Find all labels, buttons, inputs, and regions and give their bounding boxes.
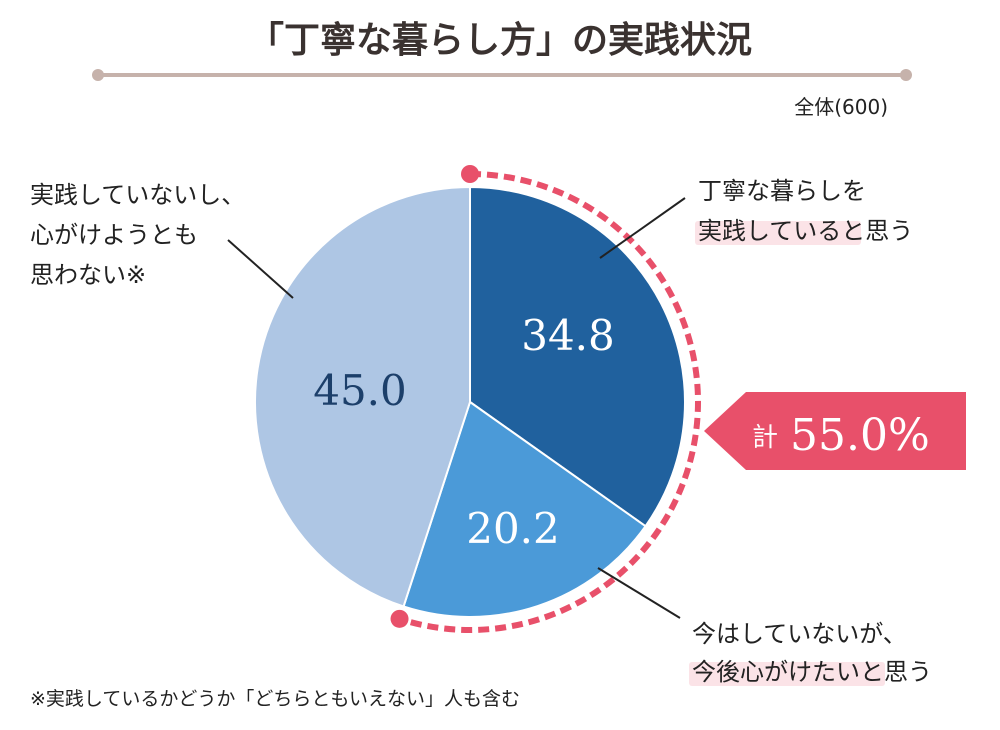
slice-future [402, 400, 647, 618]
total-badge-shape [704, 392, 966, 470]
accent-arc-start-dot [461, 165, 479, 183]
total-badge-value: 55.0% [790, 410, 930, 461]
callout-practicing: 丁寧な暮らしを 実践していると思う [695, 177, 913, 245]
leader-line-future [597, 567, 681, 619]
accent-dashed-arc [398, 171, 701, 633]
base-label: 全体(600) [794, 95, 888, 119]
chart-title: 「丁寧な暮らし方」の実践状況 [248, 19, 752, 61]
slice-value-future: 20.2 [466, 504, 560, 553]
callout-future: 今はしていないが、 今後心がけたいと思う [689, 620, 932, 686]
total-accent-arc [390, 165, 701, 633]
leader-line-practicing [599, 197, 686, 259]
slice-not-practicing [254, 185, 471, 608]
leader-line-not-practicing [227, 239, 294, 299]
svg-text:実践していると思う: 実践していると思う [698, 217, 913, 245]
highlight-practicing [695, 221, 861, 245]
slice-value-practicing: 34.8 [521, 311, 615, 360]
callout-practicing-highlight: 実践している [698, 217, 841, 245]
callout-not-practicing: 実践していないし、 心がけようとも 思わない※ [30, 181, 245, 289]
title-rule [92, 69, 912, 81]
callout-not-practicing-line1: 実践していないし、 [30, 181, 245, 209]
callout-not-practicing-line3: 思わない※ [30, 261, 146, 289]
highlight-future [689, 662, 885, 686]
footnote: ※実践しているかどうか「どちらともいえない」人も含む [30, 688, 520, 710]
callout-not-practicing-line2: 心がけようとも [30, 221, 198, 249]
callout-practicing-rest: と思う [841, 217, 913, 245]
callout-future-rest: と思う [860, 658, 932, 686]
slice-value-not-practicing: 45.0 [313, 366, 407, 415]
callout-future-line1: 今はしていないが、 [692, 620, 907, 648]
callout-future-highlight: 今後心がけたい [692, 658, 860, 686]
slice-practicing [469, 185, 686, 528]
pie-slices [254, 185, 686, 618]
svg-text:今後心がけたいと思う: 今後心がけたいと思う [692, 658, 932, 686]
total-badge: 計 55.0% [704, 392, 966, 470]
accent-arc-end-dot [390, 609, 409, 628]
total-badge-prefix: 計 [752, 423, 778, 453]
callout-practicing-line1: 丁寧な暮らしを [698, 177, 866, 205]
